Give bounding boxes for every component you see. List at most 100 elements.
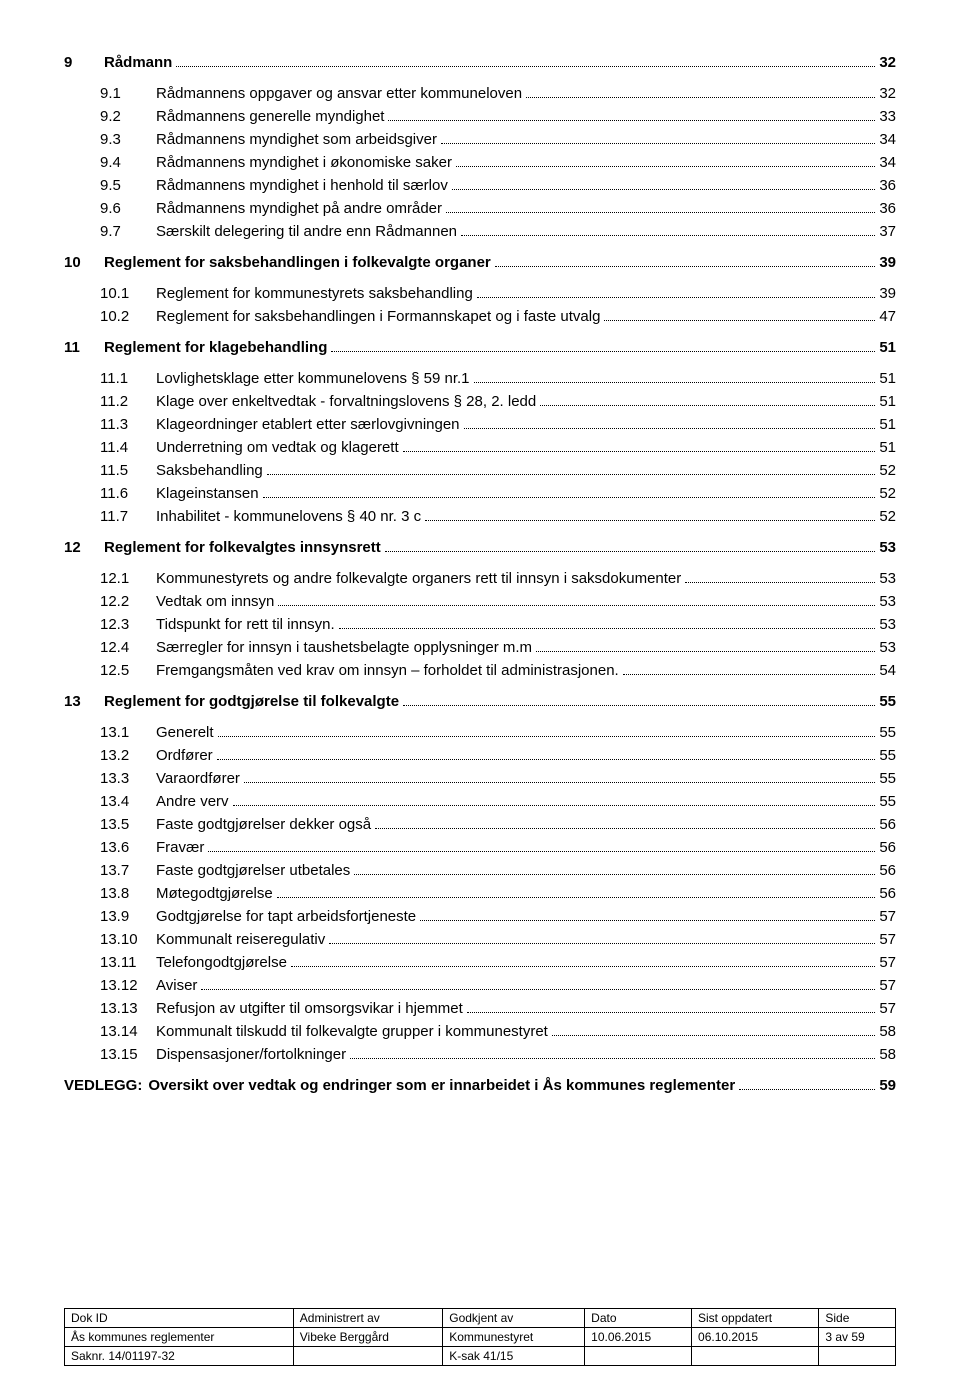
toc-leader — [685, 582, 875, 583]
toc-item-num: 12.4 — [100, 639, 152, 656]
toc-leader — [385, 551, 876, 552]
toc-leader — [536, 651, 875, 652]
toc-section-page: 55 — [879, 693, 896, 710]
toc-item-page: 57 — [879, 954, 896, 971]
toc-item-num: 12.5 — [100, 662, 152, 679]
toc-item-num: 13.8 — [100, 885, 152, 902]
toc-item-row: 13.11Telefongodtgjørelse57 — [64, 954, 896, 971]
toc-item-title: Faste godtgjørelser dekker også — [156, 816, 371, 833]
toc-leader — [208, 851, 875, 852]
toc-item-num: 13.11 — [100, 954, 152, 971]
toc-item-num: 13.6 — [100, 839, 152, 856]
footer-h-sist: Sist oppdatert — [692, 1309, 819, 1328]
toc-item-title: Klageordninger etablert etter særlovgivn… — [156, 416, 460, 433]
toc-item-row: 13.8Møtegodtgjørelse56 — [64, 885, 896, 902]
toc-item-title: Vedtak om innsyn — [156, 593, 274, 610]
toc-item-title: Underretning om vedtak og klagerett — [156, 439, 399, 456]
toc-section-row: 12Reglement for folkevalgtes innsynsrett… — [64, 539, 896, 556]
toc-section-num: 13 — [64, 693, 100, 710]
footer-sist-1: 06.10.2015 — [692, 1328, 819, 1347]
toc-item-num: 11.6 — [100, 485, 152, 502]
toc-item-row: 10.2Reglement for saksbehandlingen i For… — [64, 308, 896, 325]
toc-section-row: 11Reglement for klagebehandling51 — [64, 339, 896, 356]
appendix-row: VEDLEGG: Oversikt over vedtak og endring… — [64, 1077, 896, 1094]
toc-item-title: Kommunalt tilskudd til folkevalgte grupp… — [156, 1023, 548, 1040]
footer-dokid-2: Saknr. 14/01197-32 — [65, 1347, 294, 1366]
toc-item-page: 56 — [879, 839, 896, 856]
toc-item-page: 51 — [879, 416, 896, 433]
appendix-label: VEDLEGG: — [64, 1077, 142, 1094]
toc-item-page: 36 — [879, 200, 896, 217]
toc-item-title: Fremgangsmåten ved krav om innsyn – forh… — [156, 662, 619, 679]
toc-item-title: Tidspunkt for rett til innsyn. — [156, 616, 335, 633]
toc-item-page: 52 — [879, 462, 896, 479]
toc-item-row: 13.10Kommunalt reiseregulativ57 — [64, 931, 896, 948]
toc-item-num: 13.9 — [100, 908, 152, 925]
toc-leader — [201, 989, 875, 990]
toc-leader — [467, 1012, 876, 1013]
toc-item-page: 55 — [879, 724, 896, 741]
toc-item-num: 12.2 — [100, 593, 152, 610]
toc-item-title: Dispensasjoner/fortolkninger — [156, 1046, 346, 1063]
toc-item-row: 9.4Rådmannens myndighet i økonomiske sak… — [64, 154, 896, 171]
toc-item-row: 13.1Generelt55 — [64, 724, 896, 741]
toc-section-page: 53 — [879, 539, 896, 556]
toc-item-page: 37 — [879, 223, 896, 240]
toc-leader — [464, 428, 876, 429]
toc-item-row: 12.3Tidspunkt for rett til innsyn.53 — [64, 616, 896, 633]
toc-item-row: 10.1Reglement for kommunestyrets saksbeh… — [64, 285, 896, 302]
footer-h-dato: Dato — [585, 1309, 692, 1328]
toc-item-row: 12.1Kommunestyrets og andre folkevalgte … — [64, 570, 896, 587]
toc-item-row: 13.14Kommunalt tilskudd til folkevalgte … — [64, 1023, 896, 1040]
footer-side-2 — [819, 1347, 896, 1366]
toc-item-row: 13.13Refusjon av utgifter til omsorgsvik… — [64, 1000, 896, 1017]
toc-leader — [474, 382, 876, 383]
toc-leader — [461, 235, 875, 236]
toc-item-page: 36 — [879, 177, 896, 194]
toc-item-title: Reglement for kommunestyrets saksbehandl… — [156, 285, 473, 302]
toc-item-page: 56 — [879, 862, 896, 879]
toc-item-title: Rådmannens myndighet i økonomiske saker — [156, 154, 452, 171]
footer-h-dokid: Dok ID — [65, 1309, 294, 1328]
toc-item-page: 33 — [879, 108, 896, 125]
toc-item-num: 11.7 — [100, 508, 152, 525]
toc-item-title: Faste godtgjørelser utbetales — [156, 862, 350, 879]
footer-row-2: Saknr. 14/01197-32 K-sak 41/15 — [65, 1347, 896, 1366]
toc-subsection-group: 10.1Reglement for kommunestyrets saksbeh… — [64, 285, 896, 325]
toc-item-page: 51 — [879, 370, 896, 387]
footer-dato-1: 10.06.2015 — [585, 1328, 692, 1347]
toc-section-num: 9 — [64, 54, 100, 71]
footer-table: Dok ID Administrert av Godkjent av Dato … — [64, 1308, 896, 1366]
toc-leader — [420, 920, 875, 921]
toc-item-num: 13.14 — [100, 1023, 152, 1040]
toc-leader — [176, 66, 875, 67]
toc-item-title: Kommunestyrets og andre folkevalgte orga… — [156, 570, 681, 587]
toc-item-row: 9.5Rådmannens myndighet i henhold til sæ… — [64, 177, 896, 194]
toc-item-num: 11.2 — [100, 393, 152, 410]
toc-item-num: 9.2 — [100, 108, 152, 125]
toc-section-page: 51 — [879, 339, 896, 356]
table-of-contents: 9Rådmann329.1Rådmannens oppgaver og ansv… — [64, 54, 896, 1063]
toc-item-num: 12.3 — [100, 616, 152, 633]
toc-section-row: 13Reglement for godtgjørelse til folkeva… — [64, 693, 896, 710]
toc-leader — [446, 212, 875, 213]
toc-item-title: Særskilt delegering til andre enn Rådman… — [156, 223, 457, 240]
toc-item-page: 53 — [879, 639, 896, 656]
toc-item-title: Klage over enkeltvedtak - forvaltningslo… — [156, 393, 536, 410]
toc-section-page: 32 — [879, 54, 896, 71]
toc-leader — [604, 320, 875, 321]
toc-leader — [388, 120, 875, 121]
toc-leader — [425, 520, 875, 521]
toc-subsection-group: 12.1Kommunestyrets og andre folkevalgte … — [64, 570, 896, 679]
toc-item-row: 13.9Godtgjørelse for tapt arbeidsfortjen… — [64, 908, 896, 925]
toc-item-title: Rådmannens myndighet på andre områder — [156, 200, 442, 217]
toc-item-title: Fravær — [156, 839, 204, 856]
toc-item-num: 13.4 — [100, 793, 152, 810]
toc-item-title: Rådmannens oppgaver og ansvar etter komm… — [156, 85, 522, 102]
toc-leader — [350, 1058, 875, 1059]
toc-item-page: 52 — [879, 485, 896, 502]
toc-section-num: 10 — [64, 254, 100, 271]
toc-item-num: 12.1 — [100, 570, 152, 587]
toc-item-row: 13.2Ordfører55 — [64, 747, 896, 764]
footer-h-admin: Administrert av — [293, 1309, 442, 1328]
